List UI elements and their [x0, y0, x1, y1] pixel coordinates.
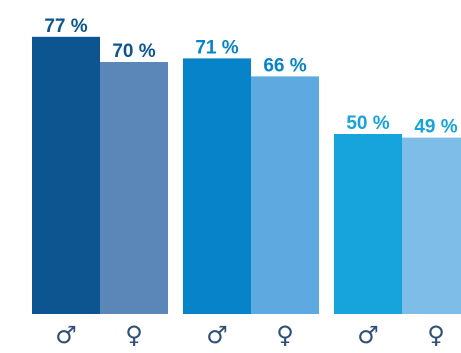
male-symbol: ♂ — [55, 321, 77, 349]
bar-2-male — [183, 58, 251, 315]
female-symbol: ♀ — [276, 321, 294, 349]
value-label: 71 % — [195, 37, 238, 58]
female-symbol: ♀ — [427, 321, 445, 349]
male-symbol: ♂ — [206, 321, 228, 349]
bar-2-female — [251, 76, 319, 315]
value-label: 50 % — [346, 113, 389, 134]
value-label: 77 % — [44, 16, 87, 37]
female-symbol: ♀ — [125, 321, 143, 349]
value-label: 49 % — [414, 117, 457, 138]
value-label: 66 % — [263, 55, 306, 76]
bar-3-male — [334, 134, 402, 314]
value-label: 70 % — [112, 41, 155, 62]
bar-1-female — [100, 62, 168, 314]
bar-1-male — [32, 36, 100, 315]
bar-3-female — [402, 137, 461, 314]
male-symbol: ♂ — [357, 321, 379, 349]
